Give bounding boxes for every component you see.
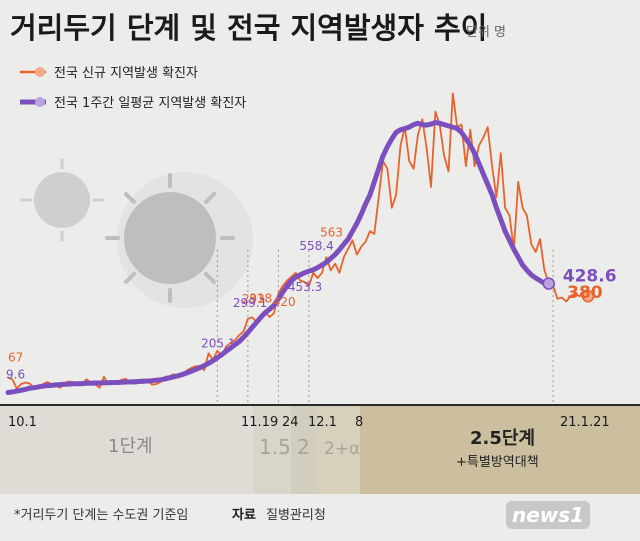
legend: 전국 신규 지역발생 확진자 전국 1주간 일평균 지역발생 확진자	[14, 56, 298, 126]
series-layer	[5, 92, 595, 395]
page-title: 거리두기 단계 및 전국 지역발생자 추이	[10, 11, 487, 45]
data-label-daily: 318	[249, 291, 272, 305]
virus-illustration	[20, 158, 253, 308]
stage-label-25: 2.5단계	[470, 428, 535, 449]
legend-label-avg: 전국 1주간 일평균 지역발생 확진자	[54, 96, 246, 111]
stage-label-25-sub: +특별방역대책	[456, 455, 539, 470]
data-label-avg: 428.6	[563, 267, 617, 287]
news1-logo: news1	[512, 503, 584, 527]
footer-source-label: 자료	[232, 508, 256, 523]
virus-large-icon	[124, 192, 216, 284]
stage-15-band	[253, 406, 291, 494]
data-label-daily: 67	[8, 351, 23, 365]
stage-label-2a: 2+α	[324, 439, 360, 459]
footer: *거리두기 단계는 수도권 기준임 자료 질병관리청 news1	[14, 501, 591, 529]
legend-marker-avg	[35, 97, 45, 107]
end-marker-daily	[581, 289, 595, 303]
x-tick-label: 24	[282, 415, 299, 430]
stage-1-band	[0, 406, 253, 494]
data-label-avg: 299.1	[233, 296, 267, 310]
x-tick-label: 10.1	[8, 415, 37, 430]
stage-label-15: 1.5	[259, 435, 291, 459]
legend-marker-daily	[35, 67, 45, 77]
data-label-daily: 563	[320, 226, 343, 240]
data-label-daily: 293	[242, 292, 265, 306]
legend-label-daily: 전국 신규 지역발생 확진자	[54, 66, 198, 81]
virus-small-icon	[34, 172, 90, 228]
guide-lines	[216, 250, 554, 405]
stage-2a-band	[318, 406, 360, 494]
x-tick-label: 11.19	[241, 415, 278, 430]
stage-label-1: 1단계	[108, 436, 153, 457]
stage-label-2: 2	[297, 435, 310, 459]
data-label-avg: 205.1	[201, 337, 235, 351]
data-label-avg: 558.4	[299, 239, 333, 253]
x-tick-label: 12.1	[308, 415, 337, 430]
virus-spikes	[105, 173, 235, 303]
legend-item-avg: 전국 1주간 일평균 지역발생 확진자	[20, 96, 246, 111]
series-line-avg	[5, 120, 552, 395]
data-label-daily: 380	[567, 283, 603, 303]
x-tick-label: 21.1.21	[560, 415, 610, 430]
stage-2-band	[291, 406, 318, 494]
stage-band	[0, 406, 640, 494]
footer-note: *거리두기 단계는 수도권 기준임	[14, 508, 188, 523]
x-tick-labels: 10.1 11.19 24 12.1 8 21.1.21	[8, 415, 610, 430]
stage-25-band	[360, 406, 640, 494]
x-tick-label: 8	[355, 415, 363, 430]
legend-box	[14, 56, 298, 126]
news1-logo-badge	[506, 501, 591, 529]
unit-label: 단위 명	[466, 25, 506, 40]
legend-item-daily: 전국 신규 지역발생 확진자	[20, 66, 198, 81]
footer-source: 질병관리청	[266, 508, 326, 523]
end-marker-avg	[542, 277, 556, 290]
data-label-avg: 453.3	[288, 280, 322, 294]
data-label-avg: 9.6	[6, 368, 25, 382]
stage-labels: 1단계 1.5 2 2+α 2.5단계 +특별방역대책	[108, 428, 539, 470]
data-label-daily: 420	[273, 295, 296, 309]
